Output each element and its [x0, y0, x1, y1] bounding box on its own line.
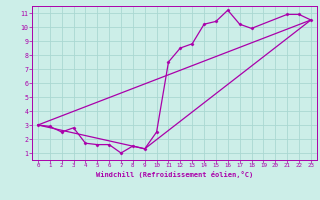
X-axis label: Windchill (Refroidissement éolien,°C): Windchill (Refroidissement éolien,°C) [96, 171, 253, 178]
